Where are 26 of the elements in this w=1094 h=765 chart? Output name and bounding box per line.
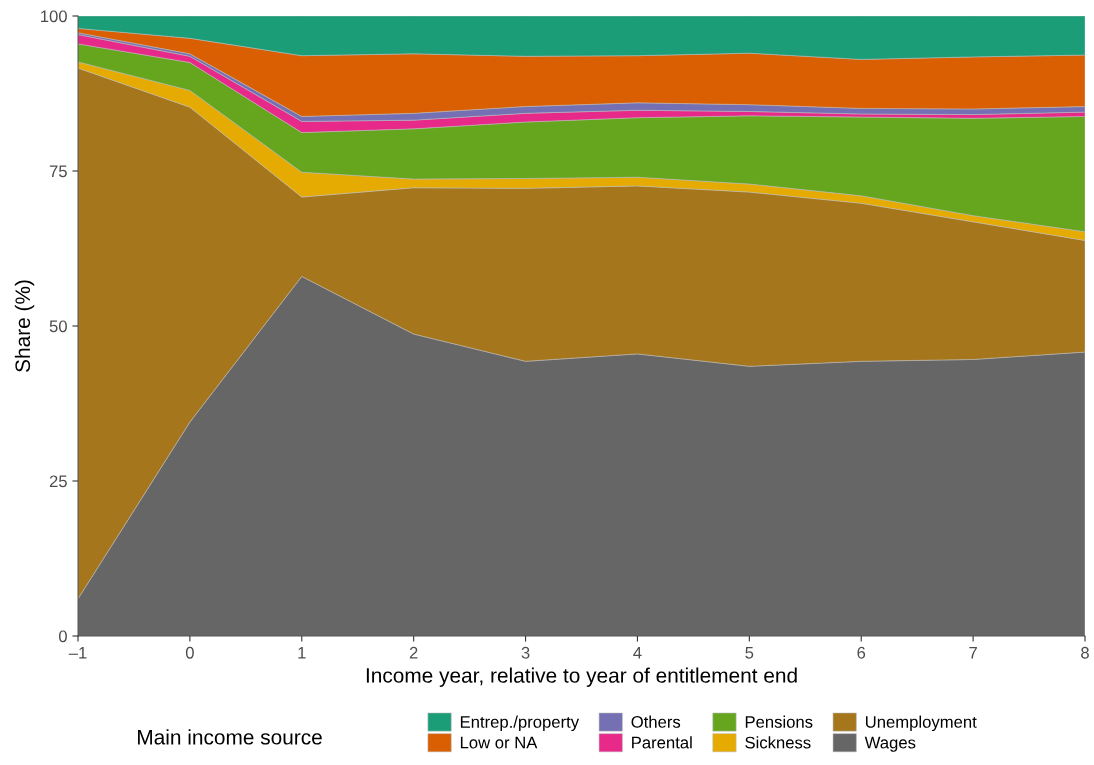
x-tick-label: 6: [857, 646, 866, 659]
y-axis-title: Share (%): [14, 280, 35, 372]
y-tick-label: 75: [49, 165, 67, 178]
y-tick-label: 25: [49, 475, 67, 488]
legend-label: Pensions: [745, 715, 813, 728]
x-tick-label: 0: [185, 646, 194, 659]
legend-title: Main income source: [138, 729, 322, 745]
legend-label: Parental: [632, 736, 692, 749]
x-tick-label: –1: [68, 647, 87, 659]
legend-label: Low or NA: [460, 736, 538, 749]
x-tick-label: 7: [969, 647, 977, 659]
legend-label: Unemployment: [865, 715, 977, 732]
x-tick-label: 8: [1081, 646, 1089, 659]
x-tick-label: 4: [633, 647, 642, 659]
y-tick-label: 50: [49, 320, 67, 333]
x-axis-title: Income year, relative to year of entitlement end: [366, 667, 797, 687]
y-tick-label: 0: [58, 630, 67, 643]
x-tick-label: 5: [745, 647, 754, 659]
x-tick-label: 2: [409, 646, 418, 659]
legend-label: Sickness: [745, 736, 811, 749]
y-tick-label: 100: [41, 10, 67, 23]
legend-label: Others: [631, 715, 681, 728]
legend-label: Wages: [864, 736, 916, 752]
legend-label: Entrep./property: [460, 715, 580, 732]
x-tick-label: 1: [298, 647, 306, 659]
x-tick-label: 3: [521, 646, 530, 659]
